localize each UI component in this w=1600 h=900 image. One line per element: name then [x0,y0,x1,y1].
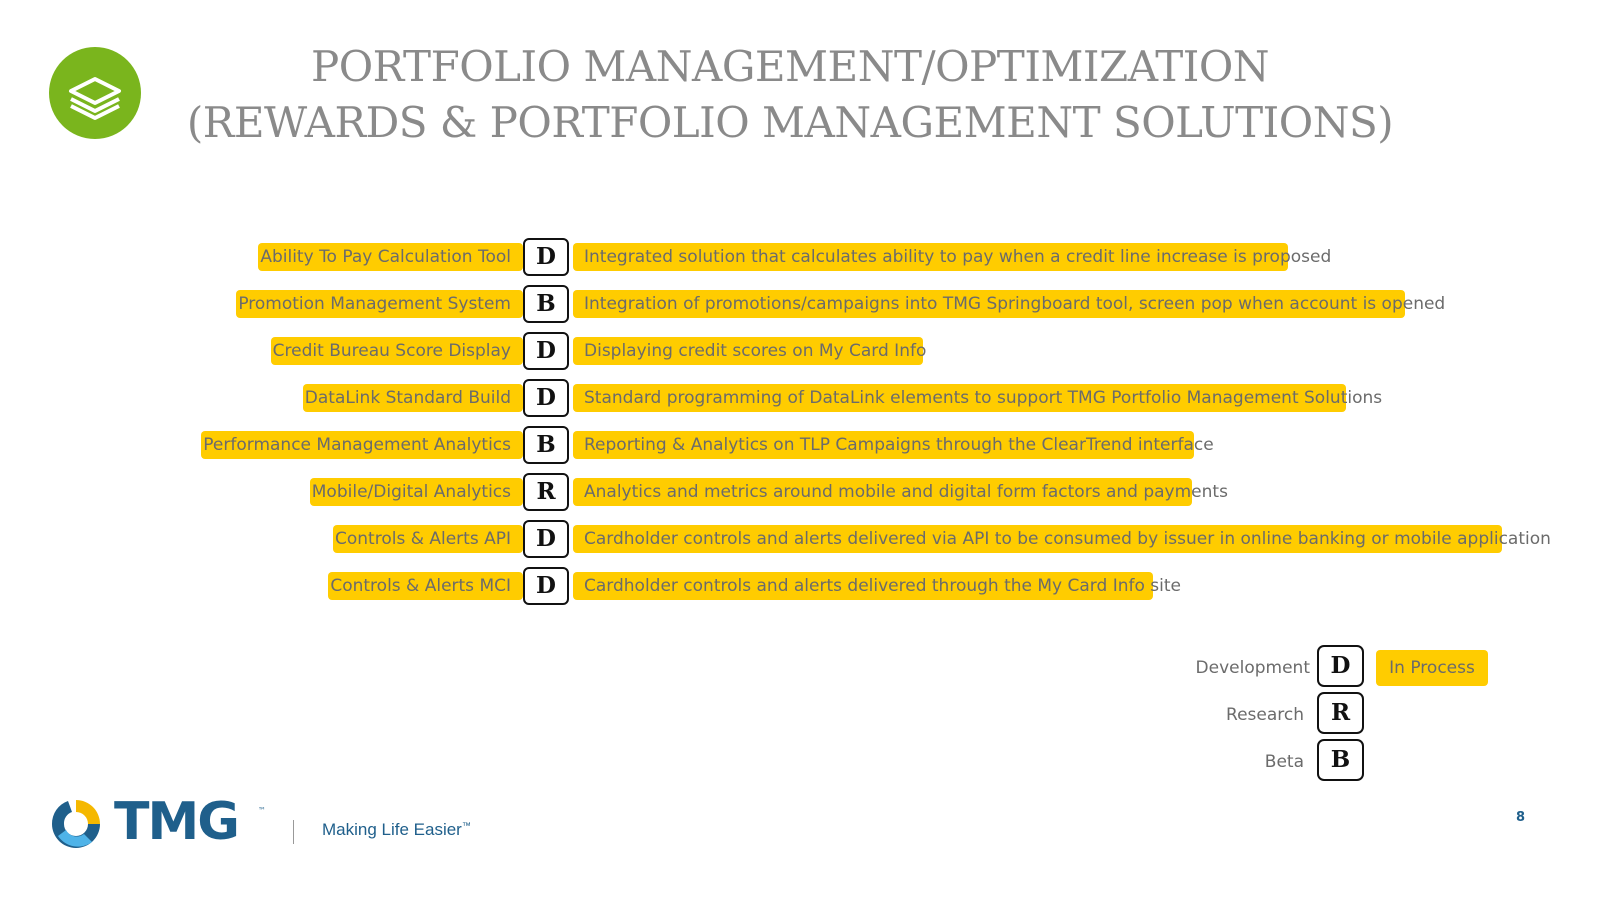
solution-description: Analytics and metrics around mobile and … [584,482,1228,502]
status-code-box: R [523,473,569,511]
in-process-highlight [573,384,1346,412]
solution-name: Controls & Alerts API [333,525,523,553]
in-process-highlight [573,478,1192,506]
solution-name: Mobile/Digital Analytics [309,478,523,506]
tagline-text: Making Life Easier [322,820,462,839]
tmg-logo-wordmark: TMG [114,792,240,852]
in-process-highlight [573,525,1502,553]
status-code-box: D [523,567,569,605]
legend-in-process: In Process [1376,650,1488,686]
status-code-box: B [523,426,569,464]
legend-label-research: Research [1226,705,1304,725]
legend-code-development: D [1317,645,1364,687]
status-code-box: D [523,332,569,370]
in-process-highlight [573,243,1288,271]
legend-code-research: R [1317,692,1364,734]
solution-row: Credit Bureau Score Display D Displaying… [0,332,1600,370]
solution-name: DataLink Standard Build [302,384,523,412]
in-process-highlight [573,431,1194,459]
status-code-box: D [523,379,569,417]
solution-description: Cardholder controls and alerts delivered… [584,529,1551,549]
solution-row: Ability To Pay Calculation Tool D Integr… [0,238,1600,276]
page-title-line1: PORTFOLIO MANAGEMENT/OPTIMIZATION [310,42,1270,91]
solution-name: Performance Management Analytics [201,431,523,459]
solution-row: Controls & Alerts API D Cardholder contr… [0,520,1600,558]
solution-description: Reporting & Analytics on TLP Campaigns t… [584,435,1214,455]
solution-description: Integrated solution that calculates abil… [584,247,1332,267]
solution-row: Mobile/Digital Analytics R Analytics and… [0,473,1600,511]
solution-description: Displaying credit scores on My Card Info [584,341,927,361]
stacked-layers-icon [69,77,121,120]
status-code-box: D [523,238,569,276]
solution-row: DataLink Standard Build D Standard progr… [0,379,1600,417]
legend-label-development: Development [1195,658,1310,678]
solution-row: Controls & Alerts MCI D Cardholder contr… [0,567,1600,605]
solution-description: Integration of promotions/campaigns into… [584,294,1446,314]
solution-name: Controls & Alerts MCI [328,572,523,600]
in-process-highlight [573,572,1153,600]
tmg-logo-trademark: ™ [258,806,266,815]
footer-divider [293,820,294,844]
solution-description: Cardholder controls and alerts delivered… [584,576,1181,596]
page-number: 8 [1516,810,1526,825]
solution-name: Credit Bureau Score Display [270,337,523,365]
tagline-trademark: ™ [461,820,471,831]
solution-row: Promotion Management System B Integratio… [0,285,1600,323]
legend-code-beta: B [1317,739,1364,781]
solution-row: Performance Management Analytics B Repor… [0,426,1600,464]
in-process-highlight [573,337,923,365]
status-code-box: B [523,285,569,323]
legend-label-beta: Beta [1264,752,1304,772]
footer-tagline: Making Life Easier™ [322,820,471,840]
header-badge [49,47,141,139]
solution-name: Promotion Management System [236,290,523,318]
in-process-highlight [573,290,1405,318]
status-code-box: D [523,520,569,558]
solution-name: Ability To Pay Calculation Tool [258,243,523,271]
page-title-line2: (REWARDS & PORTFOLIO MANAGEMENT SOLUTION… [186,98,1394,147]
solution-description: Standard programming of DataLink element… [584,388,1383,408]
tmg-swirl-logo-icon [48,796,104,856]
